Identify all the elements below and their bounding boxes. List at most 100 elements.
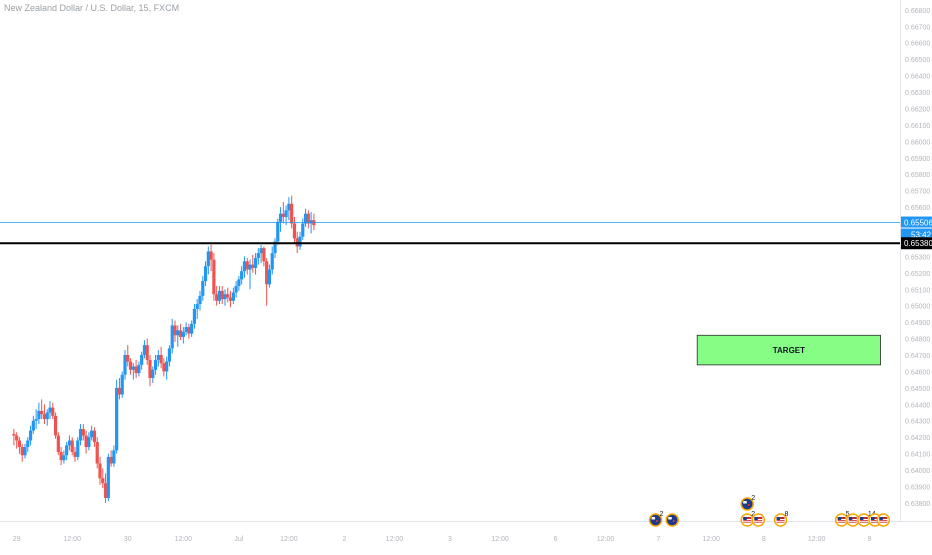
candle[interactable] bbox=[162, 358, 166, 377]
candle[interactable] bbox=[87, 432, 91, 451]
candle[interactable] bbox=[84, 430, 88, 454]
candle[interactable] bbox=[142, 340, 147, 359]
candle[interactable] bbox=[145, 338, 149, 365]
candle[interactable] bbox=[237, 276, 241, 291]
candle[interactable] bbox=[198, 290, 202, 311]
candle[interactable] bbox=[220, 285, 224, 305]
candle[interactable] bbox=[306, 210, 310, 229]
candle[interactable] bbox=[259, 244, 263, 263]
candle[interactable] bbox=[156, 350, 160, 367]
candle[interactable] bbox=[59, 447, 63, 466]
candle[interactable] bbox=[281, 202, 285, 224]
candle[interactable] bbox=[195, 299, 199, 319]
candle[interactable] bbox=[126, 345, 130, 367]
candle[interactable] bbox=[223, 289, 227, 306]
candle[interactable] bbox=[128, 358, 133, 375]
candle[interactable] bbox=[23, 443, 27, 459]
event-marker[interactable]: 5 bbox=[834, 511, 850, 527]
candle[interactable] bbox=[265, 258, 269, 306]
candle[interactable] bbox=[137, 361, 141, 377]
candle[interactable] bbox=[73, 447, 77, 462]
candle[interactable] bbox=[303, 208, 308, 227]
candle[interactable] bbox=[120, 371, 124, 398]
candle[interactable] bbox=[131, 363, 135, 380]
candle[interactable] bbox=[123, 350, 127, 380]
candle[interactable] bbox=[48, 401, 52, 420]
candle[interactable] bbox=[215, 285, 219, 306]
candle[interactable] bbox=[70, 437, 74, 456]
candle[interactable] bbox=[34, 409, 38, 429]
candle[interactable] bbox=[115, 379, 119, 454]
candle[interactable] bbox=[20, 443, 24, 462]
candle[interactable] bbox=[226, 287, 230, 303]
candle[interactable] bbox=[95, 437, 99, 469]
candle[interactable] bbox=[62, 450, 66, 464]
time-axis[interactable]: 29 12:00 30 12:00 Jul 12:00 2 12:00 3 12:00 6 12:00… bbox=[13, 536, 872, 543]
candle[interactable] bbox=[159, 346, 163, 369]
target-rectangle[interactable] bbox=[696, 334, 881, 366]
candle[interactable] bbox=[212, 253, 216, 301]
candle[interactable] bbox=[37, 402, 41, 425]
economic-events[interactable]: 2228514 bbox=[648, 495, 891, 527]
candles[interactable] bbox=[12, 195, 316, 503]
candle[interactable] bbox=[276, 218, 280, 245]
candle[interactable] bbox=[109, 450, 113, 467]
candle[interactable] bbox=[101, 468, 105, 489]
event-marker[interactable]: 2 bbox=[740, 511, 755, 527]
price-axis[interactable]: 0.66800 0.66700 0.66600 0.66500 0.66400 0.663… bbox=[905, 8, 930, 508]
candle[interactable] bbox=[287, 197, 291, 221]
candle[interactable] bbox=[278, 207, 283, 232]
candle[interactable] bbox=[240, 266, 244, 285]
candle[interactable] bbox=[273, 238, 277, 259]
candle[interactable] bbox=[148, 355, 152, 387]
candle[interactable] bbox=[298, 231, 302, 250]
candle[interactable] bbox=[217, 285, 222, 305]
candle[interactable] bbox=[51, 402, 55, 420]
candle[interactable] bbox=[98, 456, 102, 485]
candle[interactable] bbox=[192, 304, 197, 329]
candle[interactable] bbox=[181, 327, 185, 344]
candle[interactable] bbox=[81, 424, 85, 441]
candle[interactable] bbox=[245, 258, 249, 275]
candle[interactable] bbox=[231, 287, 235, 305]
candle[interactable] bbox=[78, 424, 83, 446]
candle[interactable] bbox=[67, 435, 72, 451]
candle[interactable] bbox=[206, 246, 210, 275]
candle[interactable] bbox=[31, 415, 35, 434]
candle[interactable] bbox=[56, 432, 60, 456]
candle[interactable] bbox=[187, 323, 191, 339]
candle[interactable] bbox=[40, 399, 44, 420]
candle[interactable] bbox=[45, 409, 49, 426]
candle[interactable] bbox=[290, 195, 294, 229]
candle[interactable] bbox=[184, 322, 188, 336]
candle[interactable] bbox=[26, 437, 30, 452]
candle[interactable] bbox=[292, 216, 297, 244]
candle[interactable] bbox=[53, 412, 58, 439]
event-marker[interactable] bbox=[846, 513, 860, 527]
candle[interactable] bbox=[203, 261, 208, 286]
candle[interactable] bbox=[284, 205, 288, 226]
event-marker[interactable] bbox=[665, 513, 679, 527]
candle[interactable] bbox=[228, 290, 233, 308]
candle[interactable] bbox=[262, 246, 266, 267]
candle[interactable] bbox=[65, 442, 69, 461]
candle[interactable] bbox=[270, 246, 274, 275]
candle[interactable] bbox=[106, 453, 110, 502]
candle[interactable] bbox=[167, 345, 172, 367]
candle[interactable] bbox=[112, 445, 116, 467]
candle[interactable] bbox=[170, 318, 174, 354]
event-marker[interactable] bbox=[876, 513, 891, 527]
candle[interactable] bbox=[90, 425, 94, 441]
target-zone[interactable]: TARGET bbox=[696, 334, 881, 366]
candle[interactable] bbox=[201, 276, 205, 301]
candle[interactable] bbox=[176, 325, 180, 347]
event-marker[interactable]: 2 bbox=[648, 511, 664, 527]
candle[interactable] bbox=[103, 473, 108, 503]
candle[interactable] bbox=[178, 323, 183, 341]
candle[interactable] bbox=[151, 366, 155, 383]
candle[interactable] bbox=[140, 351, 144, 370]
horizontal-lines[interactable] bbox=[0, 222, 900, 245]
candle[interactable] bbox=[76, 437, 80, 461]
candle[interactable] bbox=[267, 264, 272, 288]
